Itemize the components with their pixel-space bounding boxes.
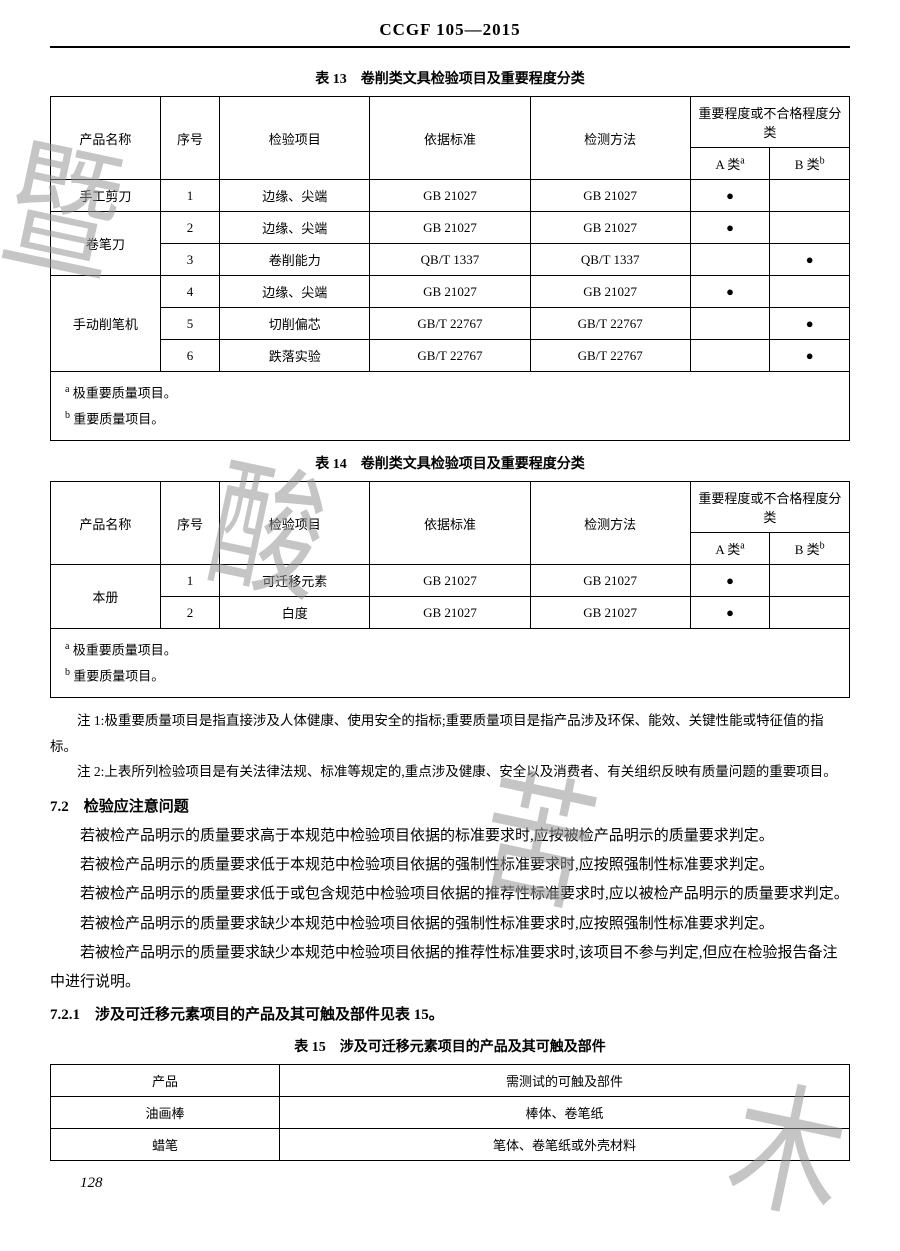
section-7-2-1-title: 7.2.1 涉及可迁移元素项目的产品及其可触及部件见表 15。 [50,1003,850,1024]
table15-caption: 表 15 涉及可迁移元素项目的产品及其可触及部件 [50,1036,850,1056]
col-importance: 重要程度或不合格程度分类 [690,482,849,533]
col-product: 产品名称 [51,482,161,565]
col-product: 产品名称 [51,97,161,180]
section-7-2-body: 若被检产品明示的质量要求高于本规范中检验项目依据的标准要求时,应按被检产品明示的… [50,822,850,998]
table14-caption: 表 14 卷削类文具检验项目及重要程度分类 [50,453,850,473]
col-method: 检测方法 [530,97,690,180]
table14: 产品名称 序号 检验项目 依据标准 检测方法 重要程度或不合格程度分类 A 类a… [50,481,850,698]
col-parts: 需测试的可触及部件 [280,1065,850,1097]
col-seq: 序号 [160,482,219,565]
para-5: 若被检产品明示的质量要求缺少本规范中检验项目依据的推荐性标准要求时,该项目不参与… [50,939,850,998]
col-seq: 序号 [160,97,219,180]
col-classA: A 类a [690,533,770,565]
table-row: 本册1可迁移元素GB 21027GB 21027● [51,565,850,597]
para-3: 若被检产品明示的质量要求低于或包含规范中检验项目依据的推荐性标准要求时,应以被检… [50,880,850,909]
col-standard: 依据标准 [370,482,530,565]
col-standard: 依据标准 [370,97,530,180]
page-number: 128 [80,1175,850,1192]
table-row: 3卷削能力QB/T 1337QB/T 1337● [51,244,850,276]
table-row: 卷笔刀2边缘、尖端GB 21027GB 21027● [51,212,850,244]
table13-footnote: a 极重要质量项目。 b 重要质量项目。 [51,372,850,441]
table-row: 5切削偏芯GB/T 22767GB/T 22767● [51,308,850,340]
col-item: 检验项目 [220,482,370,565]
col-classB: B 类b [770,148,850,180]
table-row: 蜡笔笔体、卷笔纸或外壳材料 [51,1129,850,1161]
table-row: 手动削笔机4边缘、尖端GB 21027GB 21027● [51,276,850,308]
table15: 产品 需测试的可触及部件 油画棒棒体、卷笔纸 蜡笔笔体、卷笔纸或外壳材料 [50,1064,850,1161]
document-code: CCGF 105—2015 [50,20,850,48]
col-classA: A 类a [690,148,770,180]
note-2: 注 2:上表所列检验项目是有关法律法规、标准等规定的,重点涉及健康、安全以及消费… [50,759,850,785]
col-product: 产品 [51,1065,280,1097]
para-1: 若被检产品明示的质量要求高于本规范中检验项目依据的标准要求时,应按被检产品明示的… [50,822,850,851]
table-row: 手工剪刀1边缘、尖端GB 21027GB 21027● [51,180,850,212]
para-2: 若被检产品明示的质量要求低于本规范中检验项目依据的强制性标准要求时,应按照强制性… [50,851,850,880]
table-row: 油画棒棒体、卷笔纸 [51,1097,850,1129]
notes-block: 注 1:极重要质量项目是指直接涉及人体健康、使用安全的指标;重要质量项目是指产品… [50,708,850,785]
note-1: 注 1:极重要质量项目是指直接涉及人体健康、使用安全的指标;重要质量项目是指产品… [50,708,850,759]
section-7-2-title: 7.2 检验应注意问题 [50,795,850,816]
col-importance: 重要程度或不合格程度分类 [690,97,849,148]
table-row: 2白度GB 21027GB 21027● [51,597,850,629]
table-row: 6跌落实验GB/T 22767GB/T 22767● [51,340,850,372]
col-classB: B 类b [770,533,850,565]
col-item: 检验项目 [220,97,370,180]
para-4: 若被检产品明示的质量要求缺少本规范中检验项目依据的强制性标准要求时,应按照强制性… [50,910,850,939]
table13-caption: 表 13 卷削类文具检验项目及重要程度分类 [50,68,850,88]
table13: 产品名称 序号 检验项目 依据标准 检测方法 重要程度或不合格程度分类 A 类a… [50,96,850,441]
col-method: 检测方法 [530,482,690,565]
table14-footnote: a 极重要质量项目。 b 重要质量项目。 [51,629,850,698]
